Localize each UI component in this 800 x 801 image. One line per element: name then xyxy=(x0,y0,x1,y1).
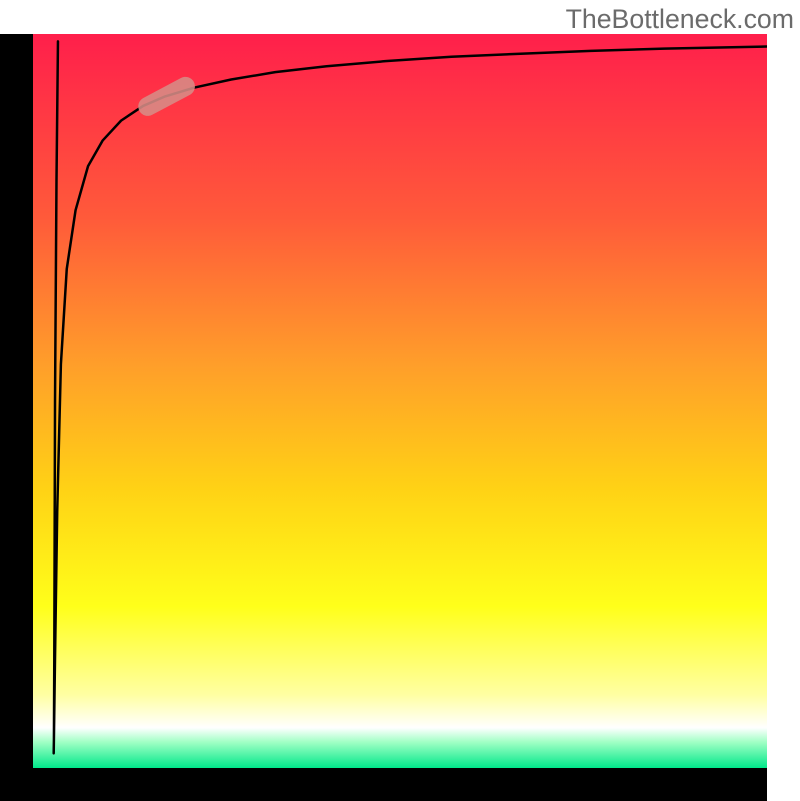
chart-root: TheBottleneck.com xyxy=(0,0,800,800)
gradient-bg xyxy=(33,34,767,768)
y-axis-band xyxy=(0,34,33,768)
plot-frame xyxy=(33,34,767,768)
watermark-text: TheBottleneck.com xyxy=(566,4,794,35)
plot-svg xyxy=(33,34,767,768)
x-axis-band xyxy=(0,768,767,801)
plot-area xyxy=(33,34,767,768)
